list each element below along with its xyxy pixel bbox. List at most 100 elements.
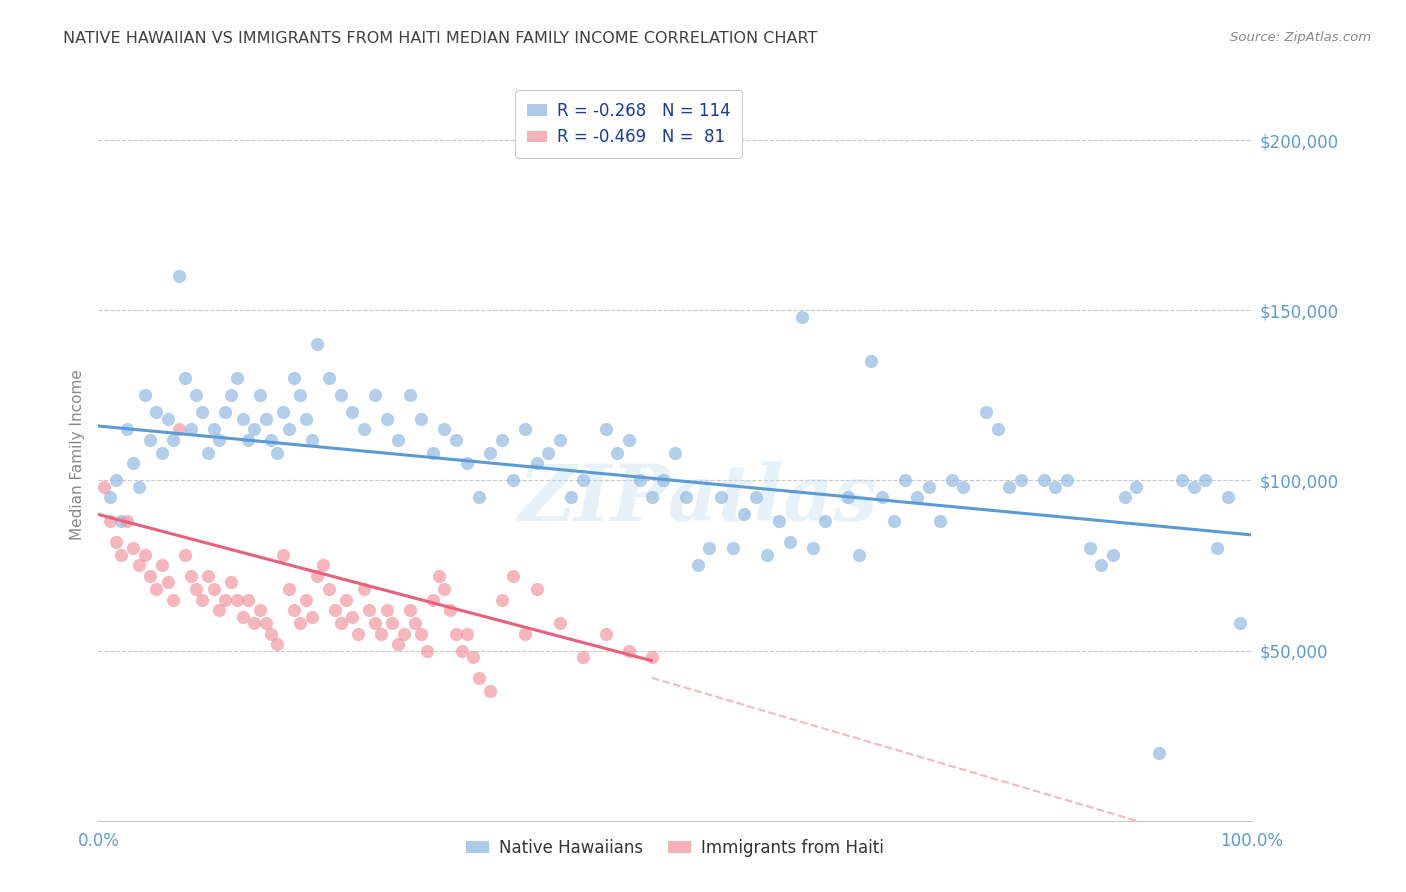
- Point: [238, 433, 260, 447]
- Point: [98, 491, 121, 505]
- Point: [848, 549, 870, 563]
- Point: [104, 474, 127, 488]
- Point: [260, 433, 283, 447]
- Point: [191, 405, 214, 419]
- Point: [606, 446, 628, 460]
- Point: [301, 609, 323, 624]
- Point: [340, 609, 363, 624]
- Point: [456, 457, 478, 471]
- Point: [370, 626, 392, 640]
- Point: [733, 508, 755, 522]
- Point: [202, 422, 225, 436]
- Point: [513, 422, 536, 436]
- Point: [502, 474, 524, 488]
- Point: [837, 491, 859, 505]
- Point: [513, 626, 536, 640]
- Point: [491, 592, 513, 607]
- Point: [283, 603, 305, 617]
- Point: [941, 474, 963, 488]
- Point: [145, 405, 167, 419]
- Point: [156, 575, 179, 590]
- Point: [295, 592, 318, 607]
- Point: [214, 592, 236, 607]
- Point: [814, 514, 837, 528]
- Point: [617, 643, 640, 657]
- Point: [571, 474, 593, 488]
- Point: [329, 616, 352, 631]
- Point: [617, 433, 640, 447]
- Point: [411, 626, 433, 640]
- Point: [307, 337, 329, 351]
- Point: [1045, 480, 1067, 494]
- Point: [254, 616, 277, 631]
- Point: [427, 568, 450, 582]
- Point: [180, 422, 202, 436]
- Point: [444, 626, 467, 640]
- Point: [174, 371, 197, 385]
- Point: [260, 626, 283, 640]
- Point: [433, 422, 456, 436]
- Point: [323, 603, 346, 617]
- Point: [225, 371, 247, 385]
- Point: [1194, 474, 1216, 488]
- Point: [128, 558, 150, 573]
- Point: [271, 405, 294, 419]
- Point: [208, 603, 231, 617]
- Point: [243, 422, 266, 436]
- Point: [1090, 558, 1112, 573]
- Point: [219, 388, 242, 402]
- Point: [214, 405, 236, 419]
- Point: [301, 433, 323, 447]
- Point: [335, 592, 357, 607]
- Point: [1125, 480, 1147, 494]
- Point: [917, 480, 939, 494]
- Point: [117, 422, 139, 436]
- Point: [208, 433, 231, 447]
- Point: [664, 446, 686, 460]
- Point: [548, 433, 571, 447]
- Point: [353, 422, 375, 436]
- Y-axis label: Median Family Income: Median Family Income: [69, 369, 84, 541]
- Point: [1056, 474, 1078, 488]
- Point: [652, 474, 675, 488]
- Point: [249, 603, 271, 617]
- Point: [1182, 480, 1205, 494]
- Point: [987, 422, 1010, 436]
- Point: [134, 388, 156, 402]
- Point: [1147, 746, 1170, 760]
- Point: [277, 582, 299, 597]
- Point: [1205, 541, 1227, 556]
- Point: [271, 549, 294, 563]
- Point: [277, 422, 299, 436]
- Point: [231, 412, 254, 426]
- Point: [139, 433, 162, 447]
- Point: [197, 568, 219, 582]
- Point: [266, 446, 288, 460]
- Text: NATIVE HAWAIIAN VS IMMIGRANTS FROM HAITI MEDIAN FAMILY INCOME CORRELATION CHART: NATIVE HAWAIIAN VS IMMIGRANTS FROM HAITI…: [63, 31, 818, 46]
- Point: [128, 480, 150, 494]
- Legend: Native Hawaiians, Immigrants from Haiti: Native Hawaiians, Immigrants from Haiti: [458, 832, 891, 863]
- Point: [150, 446, 173, 460]
- Point: [1032, 474, 1054, 488]
- Point: [290, 388, 312, 402]
- Point: [883, 514, 905, 528]
- Point: [364, 388, 387, 402]
- Point: [595, 422, 617, 436]
- Point: [894, 474, 917, 488]
- Point: [929, 514, 952, 528]
- Point: [548, 616, 571, 631]
- Point: [1078, 541, 1101, 556]
- Point: [468, 491, 491, 505]
- Point: [186, 582, 208, 597]
- Point: [174, 549, 197, 563]
- Point: [340, 405, 363, 419]
- Text: Source: ZipAtlas.com: Source: ZipAtlas.com: [1230, 31, 1371, 45]
- Point: [110, 514, 132, 528]
- Point: [186, 388, 208, 402]
- Point: [422, 446, 444, 460]
- Point: [145, 582, 167, 597]
- Point: [359, 603, 381, 617]
- Point: [710, 491, 733, 505]
- Point: [375, 412, 398, 426]
- Point: [721, 541, 744, 556]
